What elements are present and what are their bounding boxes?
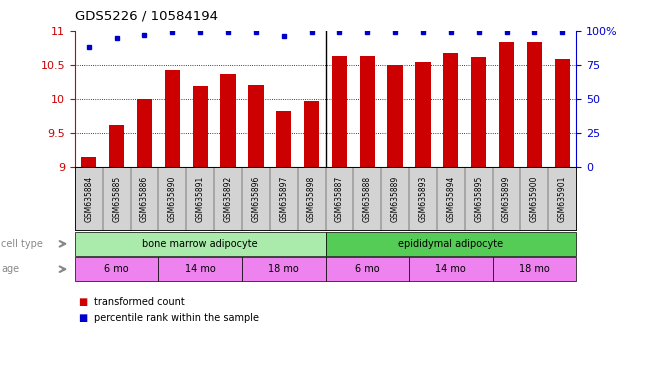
Bar bbox=[387, 65, 403, 167]
Bar bbox=[137, 99, 152, 167]
Text: percentile rank within the sample: percentile rank within the sample bbox=[94, 313, 259, 323]
Text: GDS5226 / 10584194: GDS5226 / 10584194 bbox=[75, 10, 218, 23]
Text: cell type: cell type bbox=[1, 239, 43, 249]
Text: GSM635889: GSM635889 bbox=[391, 175, 400, 222]
Text: 18 mo: 18 mo bbox=[519, 264, 549, 274]
Text: transformed count: transformed count bbox=[94, 297, 185, 307]
Text: GSM635894: GSM635894 bbox=[447, 175, 455, 222]
Text: GSM635899: GSM635899 bbox=[502, 175, 511, 222]
Text: GSM635886: GSM635886 bbox=[140, 175, 149, 222]
Bar bbox=[81, 157, 96, 167]
Text: 6 mo: 6 mo bbox=[355, 264, 380, 274]
Bar bbox=[165, 70, 180, 167]
Text: GSM635895: GSM635895 bbox=[474, 175, 483, 222]
Text: GSM635884: GSM635884 bbox=[84, 175, 93, 222]
Text: GSM635890: GSM635890 bbox=[168, 175, 177, 222]
Bar bbox=[471, 56, 486, 167]
Bar bbox=[527, 42, 542, 167]
Bar bbox=[109, 125, 124, 167]
Text: 18 mo: 18 mo bbox=[268, 264, 299, 274]
Text: ■: ■ bbox=[78, 297, 87, 307]
Bar bbox=[193, 86, 208, 167]
Text: GSM635897: GSM635897 bbox=[279, 175, 288, 222]
Text: GSM635893: GSM635893 bbox=[419, 175, 428, 222]
Text: GSM635891: GSM635891 bbox=[196, 175, 204, 222]
Text: 14 mo: 14 mo bbox=[185, 264, 215, 274]
Text: GSM635901: GSM635901 bbox=[558, 175, 567, 222]
Text: 14 mo: 14 mo bbox=[436, 264, 466, 274]
Bar bbox=[332, 56, 347, 167]
Text: GSM635896: GSM635896 bbox=[251, 175, 260, 222]
Text: epididymal adipocyte: epididymal adipocyte bbox=[398, 239, 503, 249]
Text: GSM635887: GSM635887 bbox=[335, 175, 344, 222]
Bar bbox=[304, 101, 319, 167]
Text: GSM635885: GSM635885 bbox=[112, 175, 121, 222]
Text: GSM635888: GSM635888 bbox=[363, 175, 372, 222]
Bar bbox=[499, 41, 514, 167]
Bar bbox=[443, 53, 458, 167]
Bar bbox=[276, 111, 292, 167]
Bar bbox=[248, 84, 264, 167]
Text: GSM635898: GSM635898 bbox=[307, 175, 316, 222]
Text: age: age bbox=[1, 264, 20, 274]
Bar bbox=[555, 60, 570, 167]
Bar bbox=[415, 62, 430, 167]
Text: bone marrow adipocyte: bone marrow adipocyte bbox=[143, 239, 258, 249]
Text: GSM635900: GSM635900 bbox=[530, 175, 539, 222]
Text: GSM635892: GSM635892 bbox=[223, 175, 232, 222]
Text: ■: ■ bbox=[78, 313, 87, 323]
Bar bbox=[221, 74, 236, 167]
Text: 6 mo: 6 mo bbox=[104, 264, 129, 274]
Bar bbox=[359, 56, 375, 167]
